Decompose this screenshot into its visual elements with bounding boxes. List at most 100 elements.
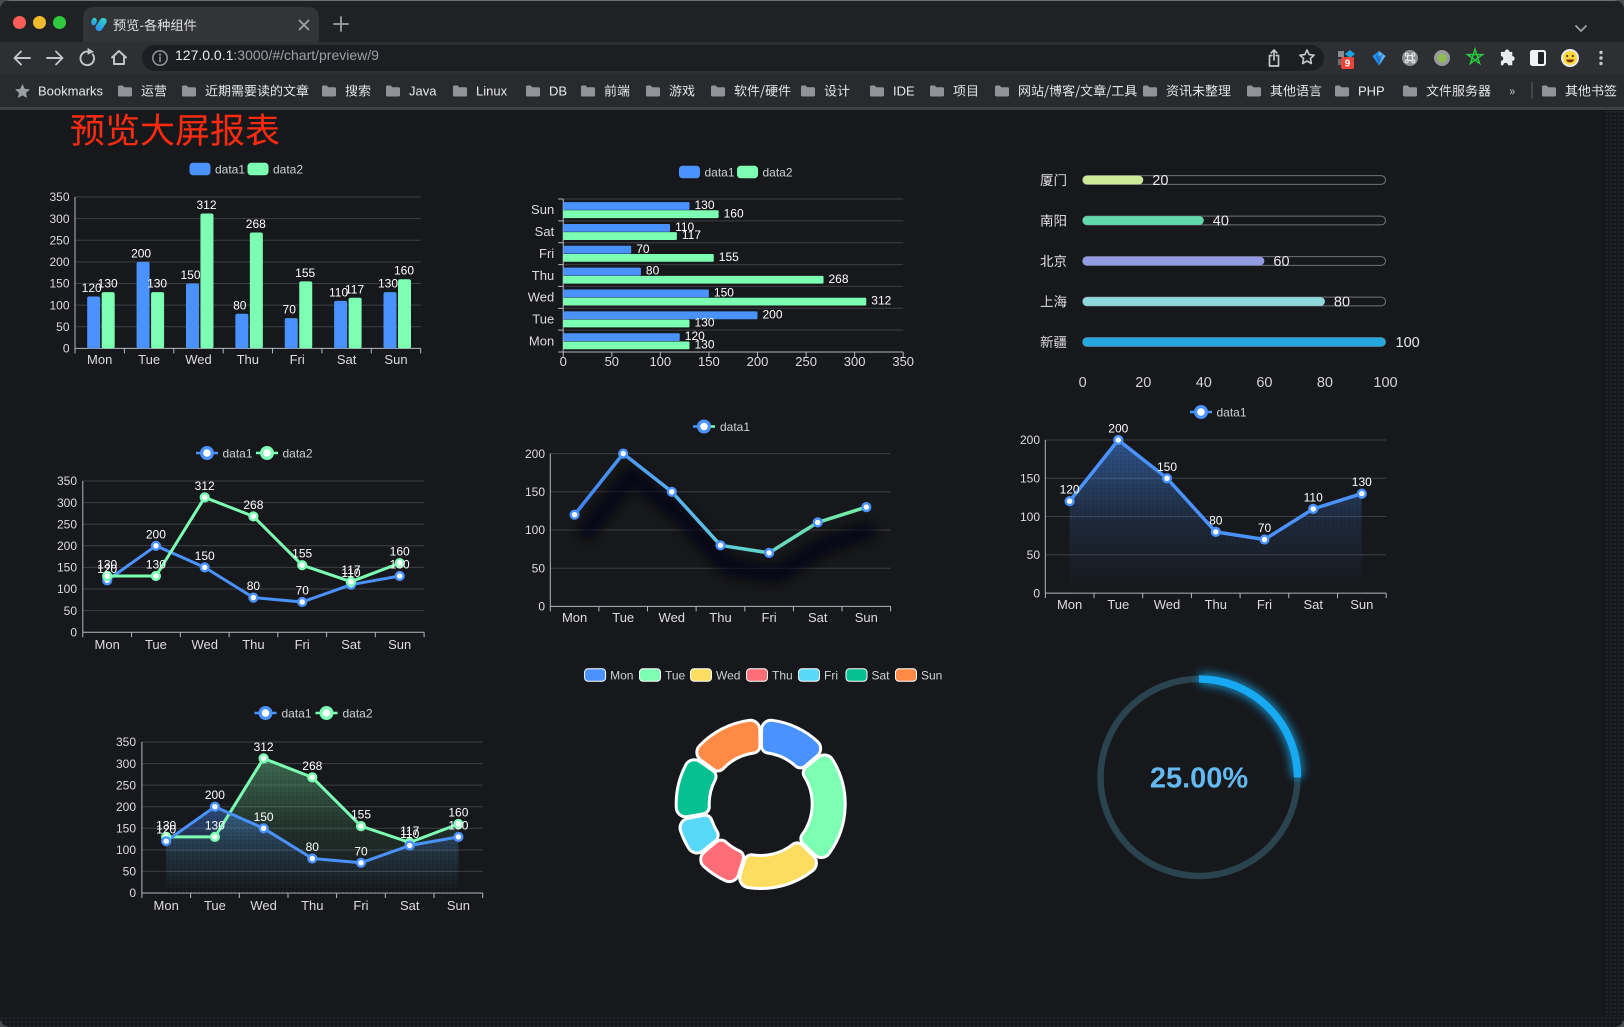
svg-text:80: 80 — [306, 840, 320, 854]
svg-text:300: 300 — [844, 354, 866, 369]
svg-text:70: 70 — [636, 242, 650, 256]
svg-text:155: 155 — [719, 250, 739, 264]
svg-text:117: 117 — [400, 824, 419, 838]
svg-text:130: 130 — [695, 316, 715, 330]
svg-text:130: 130 — [1352, 475, 1372, 489]
svg-text:155: 155 — [295, 266, 315, 280]
svg-text:Fri: Fri — [762, 610, 777, 625]
svg-text:130: 130 — [98, 277, 118, 291]
svg-text:Fri: Fri — [539, 246, 554, 261]
svg-text:117: 117 — [682, 228, 701, 242]
svg-text:Fri: Fri — [1257, 597, 1272, 612]
svg-text:80: 80 — [247, 579, 261, 593]
svg-text:20: 20 — [1152, 173, 1168, 189]
svg-text:70: 70 — [354, 844, 368, 858]
svg-text:Java: Java — [409, 84, 437, 99]
svg-text:80: 80 — [1334, 295, 1350, 311]
svg-text:Tue: Tue — [665, 669, 686, 683]
svg-text:Wed: Wed — [185, 352, 212, 367]
svg-text:130: 130 — [97, 558, 117, 572]
svg-text:350: 350 — [116, 735, 136, 749]
svg-text:130: 130 — [448, 818, 468, 832]
svg-text:100: 100 — [1396, 335, 1420, 351]
svg-text:9: 9 — [1345, 59, 1351, 70]
svg-text:130: 130 — [205, 818, 225, 832]
svg-text:25.00%: 25.00% — [1150, 763, 1249, 795]
svg-text:312: 312 — [871, 294, 891, 308]
svg-text:Sun: Sun — [921, 669, 942, 683]
svg-text:200: 200 — [205, 788, 225, 802]
svg-text:Mon: Mon — [95, 637, 120, 652]
svg-text:0: 0 — [70, 625, 77, 639]
svg-text:130: 130 — [146, 558, 166, 572]
svg-text:40: 40 — [1196, 375, 1212, 391]
svg-text:PHP: PHP — [1358, 84, 1385, 99]
svg-text:data1: data1 — [215, 163, 245, 177]
svg-text:Thu: Thu — [237, 352, 259, 367]
svg-text:100: 100 — [525, 523, 545, 537]
svg-text:200: 200 — [116, 800, 136, 814]
svg-text:Wed: Wed — [528, 290, 555, 305]
svg-text:20: 20 — [1135, 375, 1151, 391]
svg-text:100: 100 — [57, 582, 77, 596]
svg-text:50: 50 — [605, 354, 619, 369]
svg-text:Sat: Sat — [535, 224, 555, 239]
svg-text:80: 80 — [646, 264, 660, 278]
svg-text:data2: data2 — [343, 707, 373, 721]
svg-text:data1: data1 — [282, 707, 312, 721]
svg-text:150: 150 — [1020, 472, 1040, 486]
svg-text:50: 50 — [123, 865, 137, 879]
svg-text:150: 150 — [714, 286, 734, 300]
svg-text:Sat: Sat — [341, 637, 361, 652]
svg-text:Bookmarks: Bookmarks — [38, 84, 104, 99]
svg-text:200: 200 — [49, 255, 69, 269]
svg-text:Sat: Sat — [337, 352, 357, 367]
svg-text:Tue: Tue — [1107, 597, 1129, 612]
svg-text:Thu: Thu — [772, 669, 793, 683]
svg-text:0: 0 — [1079, 375, 1087, 391]
svg-text:100: 100 — [1020, 510, 1040, 524]
svg-text:Sun: Sun — [384, 352, 407, 367]
svg-text:50: 50 — [1027, 548, 1041, 562]
svg-text:312: 312 — [254, 740, 274, 754]
svg-text:Fri: Fri — [295, 637, 310, 652]
svg-text:268: 268 — [302, 759, 322, 773]
svg-text:120: 120 — [82, 281, 102, 295]
svg-text:200: 200 — [747, 354, 769, 369]
svg-text:Mon: Mon — [562, 610, 587, 625]
svg-text:130: 130 — [147, 277, 167, 291]
svg-text:150: 150 — [180, 268, 200, 282]
svg-text:Thu: Thu — [242, 637, 264, 652]
svg-text:0: 0 — [1033, 586, 1040, 600]
svg-text:70: 70 — [296, 584, 310, 598]
svg-text:Mon: Mon — [87, 352, 112, 367]
svg-text:Sun: Sun — [447, 898, 470, 913]
svg-text:268: 268 — [243, 498, 263, 512]
svg-text:Wed: Wed — [1154, 597, 1181, 612]
svg-text:Tue: Tue — [532, 312, 554, 327]
svg-text:Sun: Sun — [388, 637, 411, 652]
svg-text:Sun: Sun — [531, 202, 554, 217]
svg-text:150: 150 — [698, 354, 720, 369]
svg-text:350: 350 — [892, 354, 914, 369]
svg-text:150: 150 — [116, 822, 136, 836]
svg-text:200: 200 — [1020, 433, 1040, 447]
svg-text:Fri: Fri — [353, 898, 368, 913]
svg-text:Sun: Sun — [855, 610, 878, 625]
svg-text:120: 120 — [156, 823, 176, 837]
svg-text:Tue: Tue — [204, 898, 226, 913]
svg-text:250: 250 — [57, 517, 77, 531]
svg-text:268: 268 — [829, 272, 849, 286]
svg-text:110: 110 — [341, 566, 360, 580]
svg-text:50: 50 — [64, 604, 78, 618]
svg-text:110: 110 — [400, 827, 419, 841]
svg-text:150: 150 — [57, 561, 77, 575]
svg-text:70: 70 — [1258, 521, 1272, 535]
svg-text:60: 60 — [1273, 254, 1289, 270]
svg-text:120: 120 — [1060, 483, 1080, 497]
svg-text:data1: data1 — [223, 447, 253, 461]
svg-text:Sat: Sat — [872, 669, 891, 683]
svg-text:80: 80 — [1317, 375, 1333, 391]
svg-text:Mon: Mon — [529, 333, 554, 348]
svg-text:150: 150 — [1157, 460, 1177, 474]
